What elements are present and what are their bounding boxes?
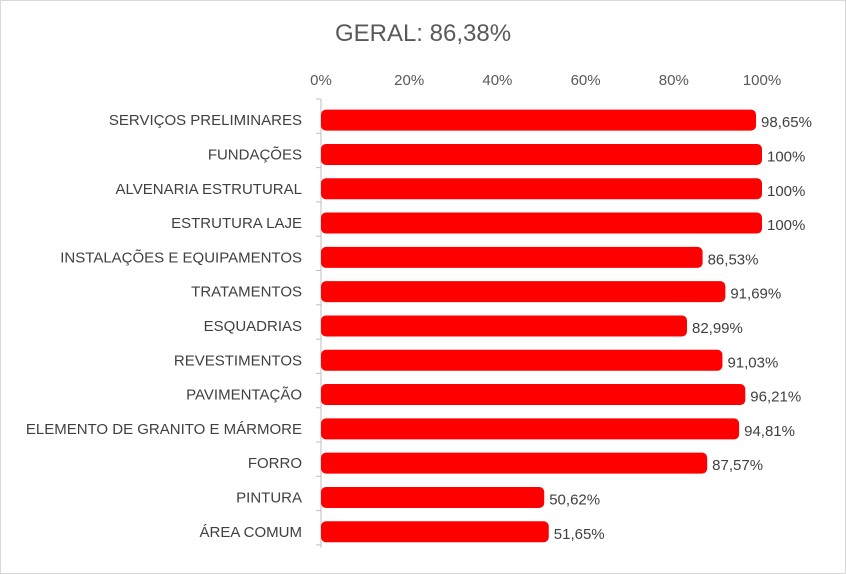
category-label: REVESTIMENTOS — [174, 352, 302, 369]
bar — [321, 109, 757, 131]
category-label: SERVIÇOS PRELIMINARES — [109, 112, 302, 129]
x-tick-label: 40% — [482, 72, 512, 89]
bar — [321, 486, 545, 508]
data-label: 91,03% — [727, 354, 778, 371]
bar — [321, 178, 762, 200]
category-label: ESQUADRIAS — [204, 318, 302, 335]
category-label: INSTALAÇÕES E EQUIPAMENTOS — [60, 249, 302, 266]
data-label: 96,21% — [750, 389, 801, 406]
data-label: 100% — [767, 217, 805, 234]
data-label: 98,65% — [761, 114, 812, 131]
bar — [321, 143, 762, 165]
bar — [321, 212, 762, 234]
category-label: PAVIMENTAÇÃO — [186, 387, 302, 404]
data-label: 82,99% — [692, 320, 743, 337]
x-tick-label: 80% — [659, 72, 689, 89]
category-label: TRATAMENTOS — [191, 284, 302, 301]
data-label: 91,69% — [730, 286, 781, 303]
bar — [321, 281, 726, 303]
category-label: PINTURA — [236, 489, 302, 506]
x-tick-label: 100% — [743, 72, 781, 89]
data-label: 87,57% — [712, 457, 763, 474]
x-tick-label: 0% — [310, 72, 332, 89]
bar — [321, 452, 708, 474]
data-label: 86,53% — [708, 251, 759, 268]
x-tick-label: 60% — [571, 72, 601, 89]
data-label: 94,81% — [744, 423, 795, 440]
chart-title: GERAL: 86,38% — [334, 20, 512, 47]
category-label: ELEMENTO DE GRANITO E MÁRMORE — [26, 421, 302, 438]
category-label: ÁREA COMUM — [199, 524, 302, 541]
bar — [321, 384, 746, 406]
category-label: FORRO — [248, 455, 302, 472]
bar — [321, 349, 723, 371]
bar — [321, 246, 703, 268]
category-label: ESTRUTURA LAJE — [171, 215, 302, 232]
category-label: ALVENARIA ESTRUTURAL — [116, 181, 302, 198]
bar — [321, 315, 687, 337]
x-tick-label: 20% — [394, 72, 424, 89]
data-label: 50,62% — [549, 491, 600, 508]
data-label: 51,65% — [554, 526, 605, 543]
bar — [321, 418, 740, 440]
data-label: 100% — [767, 183, 805, 200]
bar — [321, 521, 549, 543]
data-label: 100% — [767, 148, 805, 165]
category-label: FUNDAÇÕES — [208, 146, 302, 163]
